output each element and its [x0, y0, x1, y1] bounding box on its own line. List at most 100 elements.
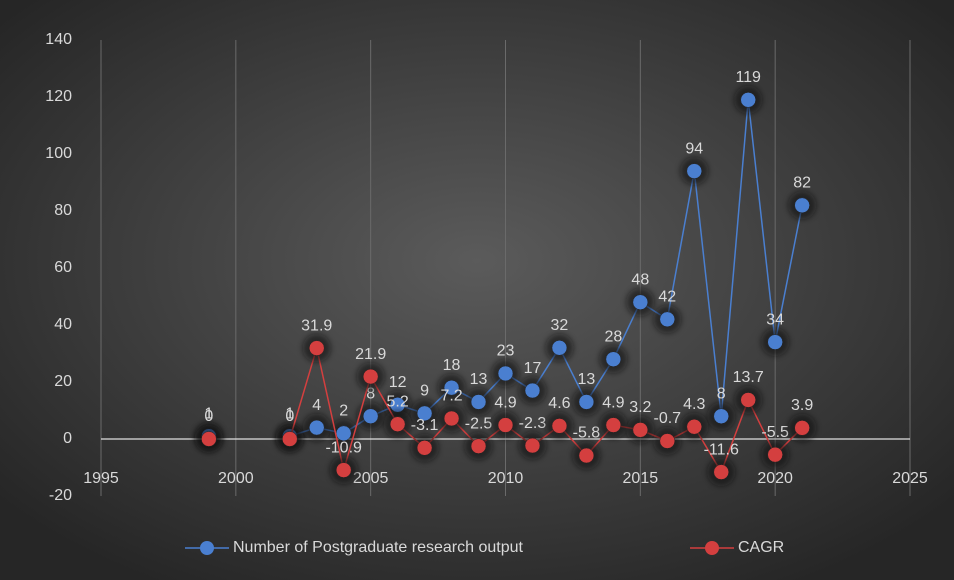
- y-tick-label: 40: [54, 316, 72, 333]
- marker: [497, 417, 514, 433]
- data-label: 17: [524, 360, 542, 377]
- data-label: 21.9: [355, 346, 386, 363]
- marker: [362, 368, 379, 385]
- legend-label: CAGR: [738, 539, 784, 556]
- marker: [201, 431, 217, 447]
- marker: [740, 92, 756, 108]
- y-tick-label: 0: [63, 430, 72, 447]
- marker: [524, 382, 541, 399]
- marker: [632, 422, 649, 438]
- x-tick-label: 2025: [892, 470, 928, 487]
- marker: [659, 433, 676, 449]
- data-label: 9: [420, 383, 429, 400]
- data-label: 94: [685, 140, 703, 157]
- data-label: 4.3: [683, 396, 705, 413]
- marker: [632, 294, 649, 310]
- marker: [551, 418, 568, 434]
- marker: [443, 379, 460, 396]
- data-label: 18: [443, 357, 461, 374]
- marker: [605, 351, 622, 367]
- marker: [794, 420, 810, 436]
- marker: [470, 394, 487, 410]
- data-label: 12: [389, 374, 407, 391]
- data-label: 4.9: [602, 394, 624, 411]
- data-label: 3.9: [791, 397, 813, 414]
- data-label: 42: [658, 289, 676, 306]
- y-tick-label: 100: [45, 145, 72, 162]
- data-label: 31.9: [301, 317, 332, 334]
- data-label: -11.6: [704, 441, 739, 458]
- x-tick-label: 2000: [218, 470, 254, 487]
- marker: [578, 447, 595, 464]
- x-tick-label: 2015: [623, 470, 659, 487]
- data-label: 32: [551, 317, 569, 334]
- marker: [686, 163, 703, 179]
- marker: [551, 340, 568, 356]
- y-tick-label: -20: [49, 487, 72, 504]
- data-label: -0.7: [654, 410, 682, 427]
- data-label: 5.2: [387, 393, 409, 410]
- marker: [659, 311, 676, 328]
- marker: [713, 408, 729, 424]
- x-tick-label: 2005: [353, 470, 389, 487]
- data-label: 0: [285, 408, 294, 425]
- x-tick-label: 1995: [83, 470, 119, 487]
- marker: [713, 464, 729, 480]
- marker: [443, 410, 460, 427]
- data-label: 23: [497, 343, 515, 360]
- legend-marker: [705, 541, 719, 555]
- y-tick-label: 60: [54, 259, 72, 276]
- data-label: 13.7: [733, 369, 764, 386]
- data-label: 48: [631, 271, 649, 288]
- x-tick-label: 2020: [757, 470, 793, 487]
- marker: [605, 417, 622, 433]
- data-label: 2: [339, 403, 348, 420]
- marker: [767, 334, 783, 350]
- data-label: 119: [735, 69, 761, 86]
- y-tick-label: 20: [54, 373, 72, 390]
- data-label: 13: [470, 371, 488, 388]
- data-label: 1: [204, 405, 213, 422]
- data-label: 4.6: [548, 395, 570, 412]
- marker: [308, 340, 325, 356]
- data-label: 3.2: [629, 399, 651, 416]
- data-label: -2.5: [465, 415, 493, 432]
- marker: [308, 419, 325, 436]
- data-label: 34: [766, 311, 784, 328]
- x-tick-label: 2010: [488, 470, 524, 487]
- legend-label: Number of Postgraduate research output: [233, 539, 524, 556]
- y-tick-label: 140: [45, 31, 72, 48]
- data-label: 7.2: [440, 388, 462, 405]
- marker: [794, 197, 810, 214]
- legend-marker: [200, 541, 214, 555]
- data-label: 82: [793, 175, 811, 192]
- data-label: -3.1: [411, 417, 439, 434]
- marker: [686, 418, 703, 435]
- data-label: 28: [604, 328, 622, 345]
- data-label: -5.8: [573, 425, 601, 442]
- marker: [740, 392, 756, 408]
- y-tick-label: 80: [54, 202, 72, 219]
- data-label: -5.5: [761, 424, 789, 441]
- marker: [767, 446, 783, 463]
- data-label: 8: [366, 385, 375, 402]
- marker: [389, 416, 406, 432]
- marker: [497, 365, 514, 382]
- data-label: 13: [578, 371, 596, 388]
- marker: [416, 405, 433, 422]
- marker: [524, 437, 541, 454]
- marker: [362, 408, 379, 424]
- legend: Number of Postgraduate research output CA…: [185, 539, 784, 556]
- marker: [470, 438, 487, 454]
- data-label: 4: [312, 397, 321, 414]
- data-label: -2.3: [519, 415, 547, 432]
- data-label: 0: [204, 408, 213, 425]
- data-label: -10.9: [325, 439, 362, 456]
- data-label: 1: [285, 405, 294, 422]
- data-label: 8: [717, 385, 726, 402]
- marker: [416, 440, 433, 456]
